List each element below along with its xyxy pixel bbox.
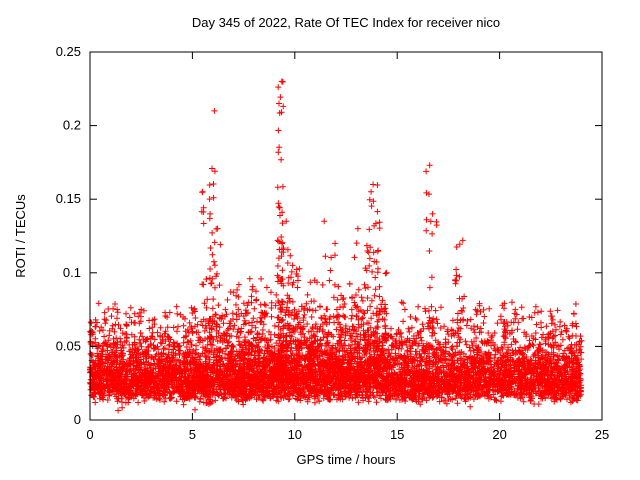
x-tick-label: 10	[288, 427, 302, 442]
y-tick-label: 0	[74, 412, 81, 427]
data-layer	[87, 78, 585, 414]
y-tick-label: 0.05	[56, 338, 81, 353]
y-tick-label: 0.2	[63, 118, 81, 133]
plot-border	[89, 51, 603, 421]
y-axis-label: ROTI / TECUs	[13, 194, 28, 278]
x-tick-label: 15	[390, 427, 404, 442]
axes-layer: 0 5 10 15 20 25 0 0.05 0.1 0.15 0.2 0.25	[56, 44, 610, 442]
x-tick-label: 20	[492, 427, 506, 442]
y-tick-label: 0.25	[56, 44, 81, 59]
chart-title: Day 345 of 2022, Rate Of TEC Index for r…	[192, 15, 500, 30]
x-tick-label: 25	[595, 427, 609, 442]
data-points	[87, 78, 585, 414]
x-axis-label: GPS time / hours	[297, 452, 396, 467]
x-tick-label: 0	[86, 427, 93, 442]
x-tick-label: 5	[189, 427, 196, 442]
y-tick-label: 0.15	[56, 191, 81, 206]
y-tick-label: 0.1	[63, 265, 81, 280]
